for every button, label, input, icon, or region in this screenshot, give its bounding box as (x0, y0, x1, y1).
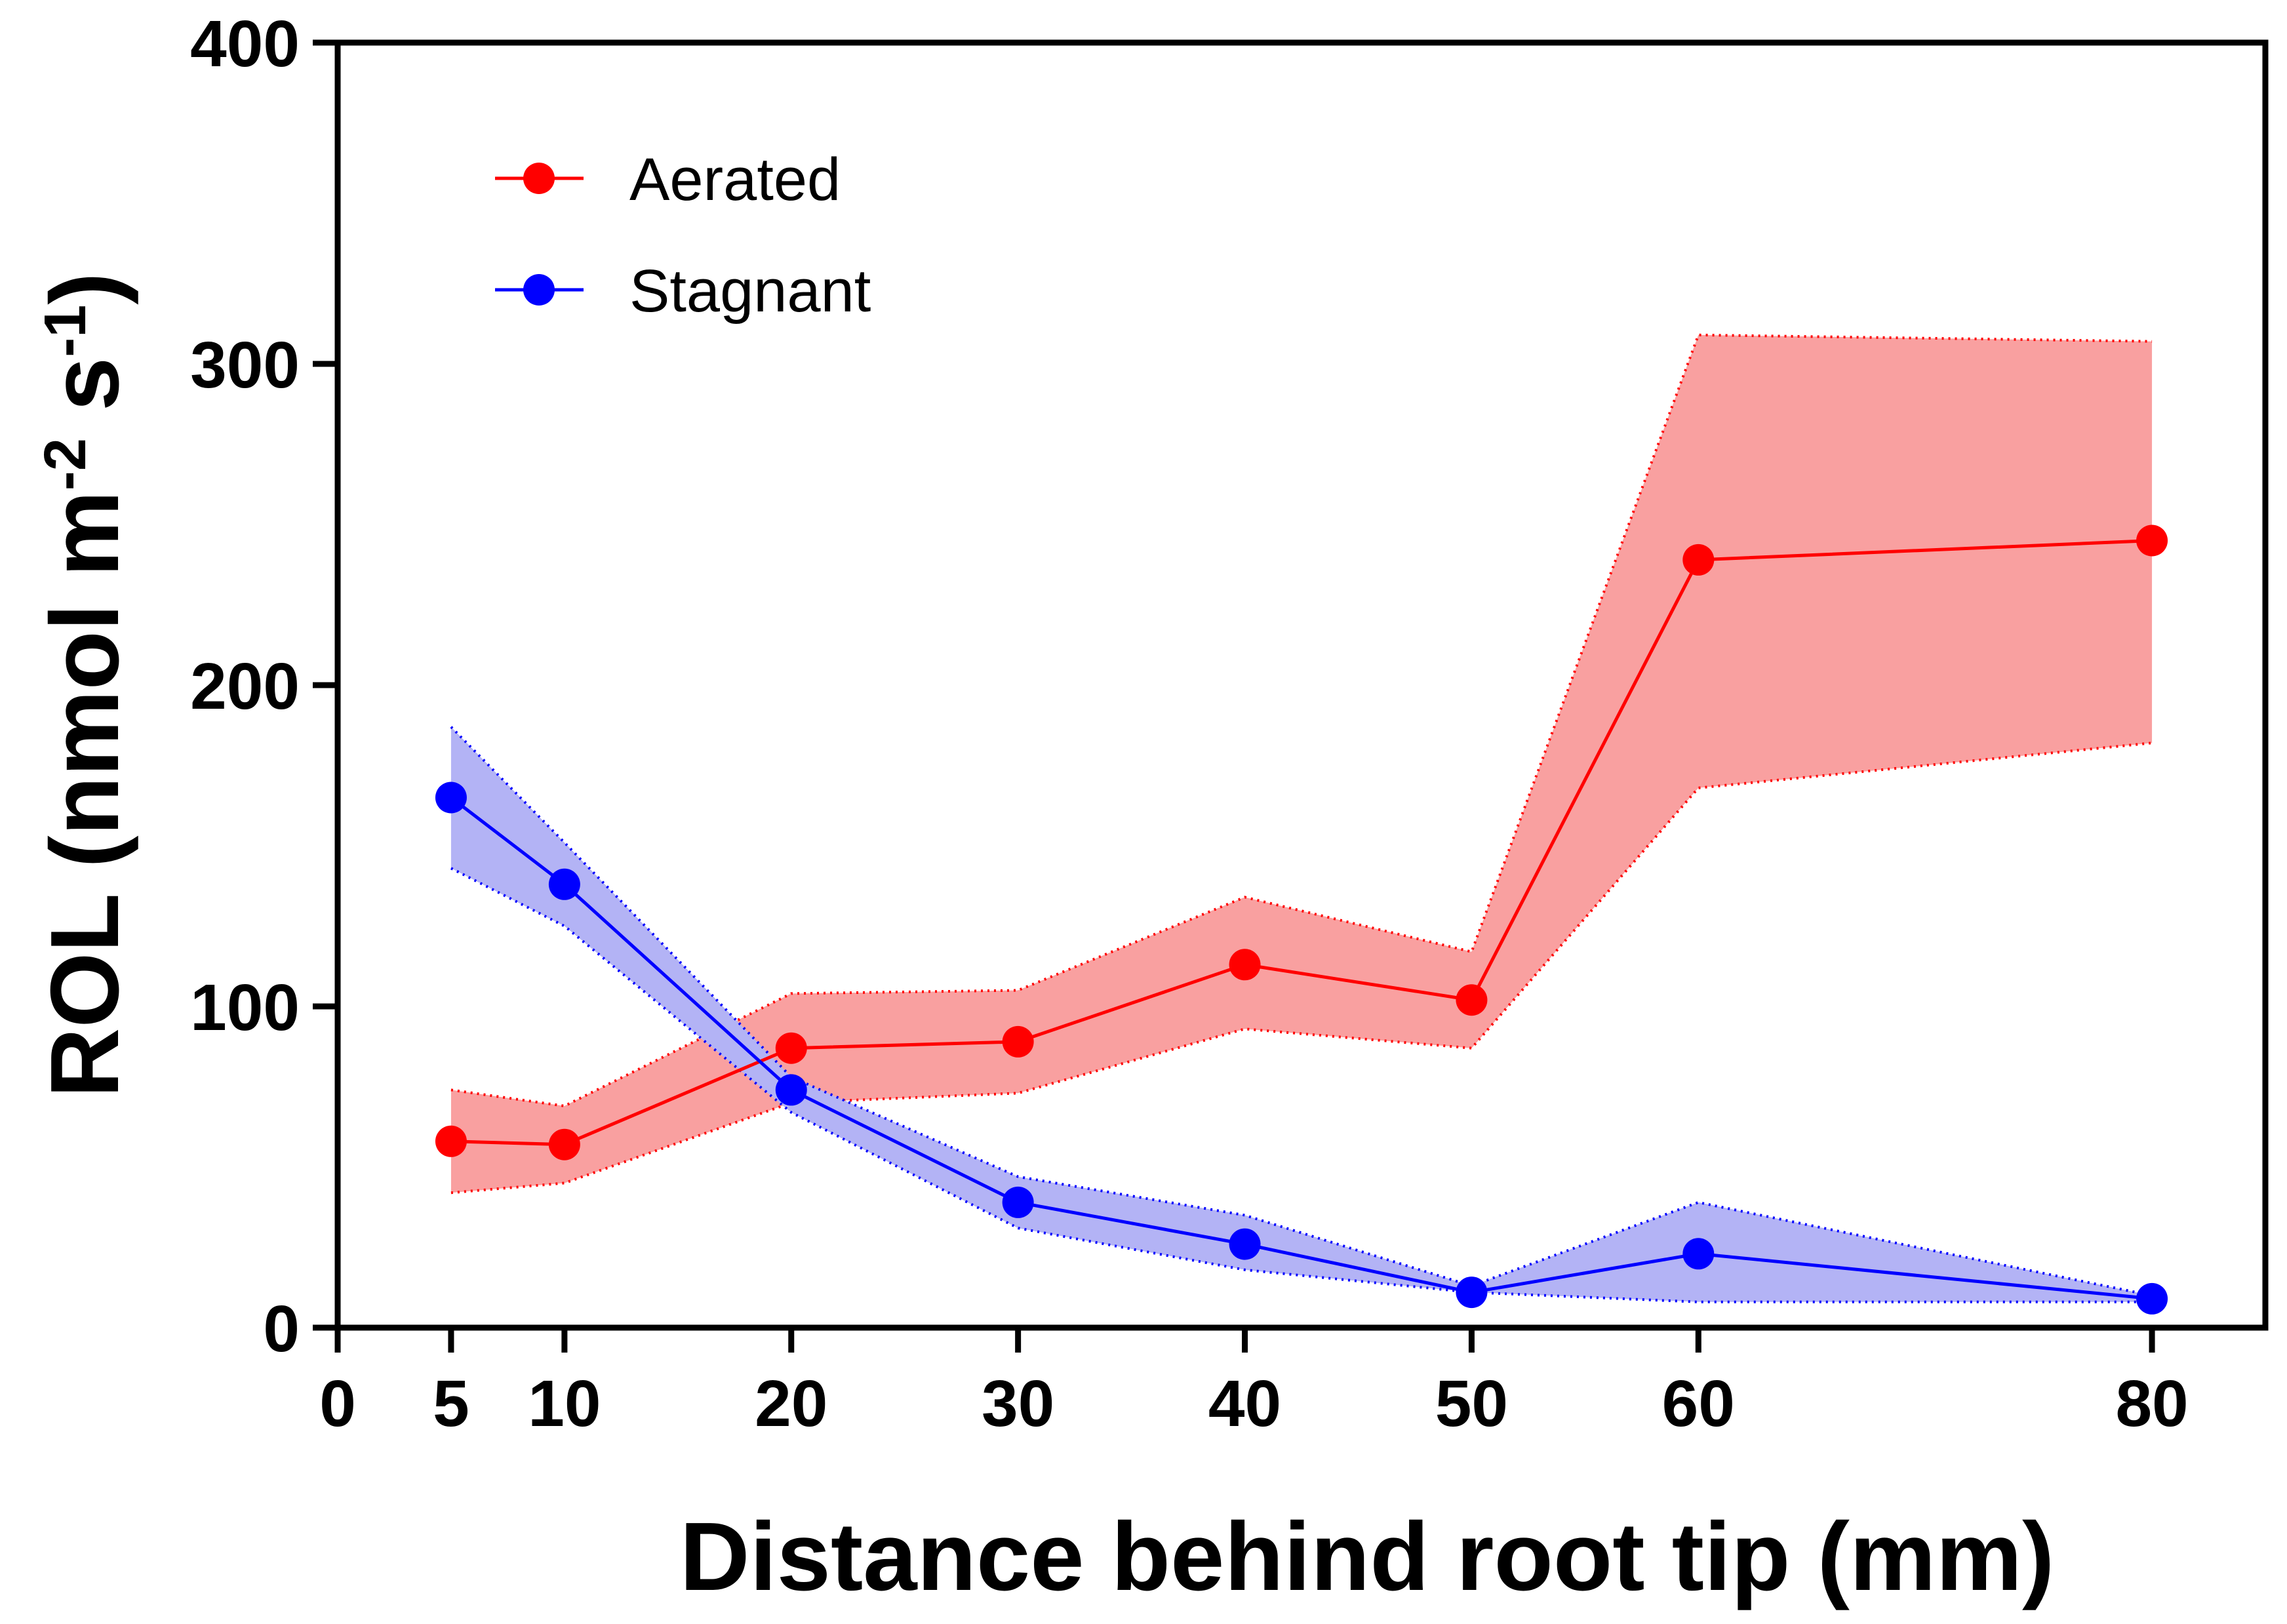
legend-label-stagnant: Stagnant (629, 258, 871, 325)
y-tick-label-400: 400 (190, 7, 300, 81)
x-axis: 0 5 10 20 30 40 50 60 80 (319, 1328, 2189, 1440)
aerated-point-60 (1682, 544, 1715, 576)
legend-marker-aerated (523, 163, 555, 194)
aerated-line (450, 539, 2153, 1147)
aerated-band-lower (450, 742, 2153, 1195)
confidence-bands (450, 333, 2153, 1303)
y-tick-label-100: 100 (190, 971, 300, 1044)
aerated-point-40 (1229, 949, 1261, 981)
x-tick-label-80: 80 (2115, 1367, 2188, 1440)
stagnant-point-5 (435, 782, 467, 814)
y-axis-title-sup1: -2 (33, 438, 98, 490)
stagnant-band-upper (450, 726, 2153, 1297)
x-axis-title: Distance behind root tip (mm) (680, 1503, 2055, 1611)
aerated-point-20 (775, 1032, 807, 1064)
y-axis-title-sup2: -1 (33, 305, 98, 357)
y-axis-title-prefix: ROL (nmol m (31, 490, 139, 1098)
y-tick-label-200: 200 (190, 650, 300, 723)
aerated-point-10 (548, 1128, 580, 1160)
x-tick-label-40: 40 (1208, 1367, 1281, 1440)
x-tick-label-60: 60 (1662, 1367, 1735, 1440)
x-tick-label-0: 0 (319, 1367, 356, 1440)
aerated-band (450, 334, 2153, 1193)
series-lines (450, 539, 2153, 1301)
x-tick-label-10: 10 (528, 1367, 601, 1440)
x-tick-label-50: 50 (1435, 1367, 1508, 1440)
stagnant-point-50 (1456, 1277, 1488, 1309)
aerated-point-50 (1456, 984, 1488, 1016)
y-axis: 0 100 200 300 400 (190, 7, 338, 1366)
x-tick-label-20: 20 (755, 1367, 827, 1440)
aerated-point-30 (1002, 1025, 1034, 1058)
stagnant-line (450, 796, 2153, 1301)
series-points (435, 525, 2168, 1315)
y-axis-title: ROL (nmol m-2 s-1) (31, 272, 139, 1098)
legend: Aerated Stagnant (495, 146, 871, 325)
x-tick-label-30: 30 (982, 1367, 1054, 1440)
stagnant-point-80 (2136, 1282, 2168, 1315)
legend-label-aerated: Aerated (629, 146, 841, 213)
stagnant-point-10 (548, 868, 580, 900)
stagnant-point-60 (1682, 1238, 1715, 1270)
aerated-band-upper (450, 333, 2153, 1107)
stagnant-point-40 (1229, 1228, 1261, 1260)
aerated-point-80 (2136, 525, 2168, 557)
y-tick-label-0: 0 (263, 1292, 300, 1366)
y-axis-title-middle: s (31, 357, 139, 438)
stagnant-point-30 (1002, 1186, 1034, 1218)
x-tick-label-5: 5 (433, 1367, 469, 1440)
y-tick-label-300: 300 (190, 328, 300, 402)
legend-marker-stagnant (523, 274, 555, 306)
stagnant-point-20 (775, 1074, 807, 1106)
aerated-point-5 (435, 1125, 467, 1157)
y-axis-title-suffix: ) (31, 272, 139, 304)
